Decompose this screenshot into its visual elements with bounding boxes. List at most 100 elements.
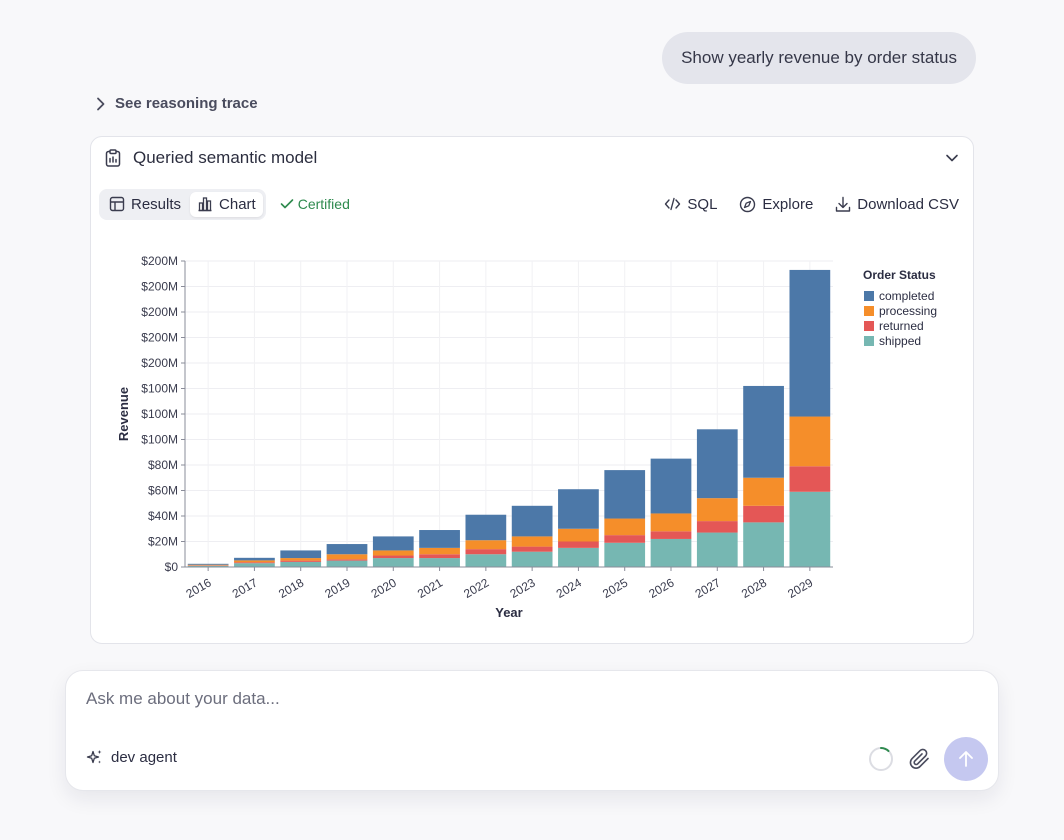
x-axis-title: Year [495, 605, 522, 620]
agent-selector[interactable]: dev agent [86, 749, 177, 766]
legend-swatch-returned [864, 321, 874, 331]
bar-completed-2025 [604, 470, 646, 519]
chat-composer: Ask me about your data... dev agent [65, 670, 999, 791]
y-tick-label: $80M [148, 458, 178, 472]
bar-returned-2022 [465, 549, 507, 555]
bar-shipped-2016 [187, 565, 229, 567]
send-button[interactable] [944, 737, 988, 781]
bar-shipped-2024 [558, 547, 599, 567]
y-tick-label: $0 [165, 560, 179, 574]
x-tick-label: 2022 [461, 575, 491, 601]
table-icon [109, 196, 125, 212]
bar-completed-2026 [650, 458, 692, 514]
x-tick-label: 2021 [415, 575, 445, 601]
bar-completed-2016 [187, 563, 229, 565]
bar-processing-2024 [558, 528, 599, 542]
chevron-right-icon [97, 97, 105, 110]
bar-processing-2027 [696, 498, 738, 522]
paperclip-icon[interactable] [908, 747, 932, 771]
user-message-bubble: Show yearly revenue by order status [662, 32, 976, 84]
code-icon [665, 197, 681, 211]
x-tick-label: 2020 [369, 575, 399, 601]
reasoning-trace-toggle[interactable]: See reasoning trace [96, 95, 258, 112]
bar-completed-2019 [326, 544, 368, 555]
tab-results-label: Results [131, 195, 182, 213]
compass-icon [740, 196, 756, 212]
y-tick-label: $200M [141, 331, 178, 345]
x-tick-label: 2016 [184, 575, 214, 601]
bar-processing-2026 [650, 513, 692, 532]
bar-returned-2028 [743, 505, 784, 523]
card-actions: SQL Explore Download CSV [664, 196, 959, 213]
chevron-down-icon[interactable] [945, 153, 959, 163]
y-tick-label: $200M [141, 305, 178, 319]
bar-chart-icon [198, 197, 212, 212]
bar-processing-2029 [789, 416, 831, 467]
x-tick-label: 2017 [230, 575, 260, 601]
sql-label: SQL [687, 195, 718, 213]
certified-label: Certified [297, 196, 350, 212]
x-tick-label: 2027 [693, 575, 723, 601]
bar-processing-2021 [419, 547, 460, 555]
bar-returned-2027 [696, 521, 738, 533]
bar-completed-2021 [419, 530, 460, 548]
card-toolbar: Results Chart Certified SQL Explore Down… [99, 187, 959, 221]
bar-processing-2025 [604, 518, 646, 536]
x-tick-label: 2025 [600, 575, 630, 601]
bar-processing-2022 [465, 540, 507, 550]
card-title: Queried semantic model [133, 148, 318, 167]
x-tick-label: 2029 [785, 575, 815, 601]
message-input[interactable]: Ask me about your data... [86, 689, 280, 708]
bar-completed-2023 [511, 505, 553, 537]
legend-label-shipped: shipped [879, 334, 921, 348]
bar-returned-2024 [558, 541, 599, 548]
y-tick-label: $60M [148, 484, 178, 498]
arrow-up-icon [959, 751, 973, 767]
y-tick-label: $200M [141, 280, 178, 294]
bar-shipped-2021 [419, 558, 460, 567]
x-tick-label: 2028 [739, 575, 769, 601]
loading-spinner-icon [869, 747, 893, 771]
bar-returned-2021 [419, 554, 460, 559]
legend-swatch-processing [864, 306, 874, 316]
bar-shipped-2020 [372, 558, 414, 567]
bar-shipped-2025 [604, 542, 646, 567]
legend-label-processing: processing [879, 304, 937, 318]
certified-badge: Certified [280, 196, 350, 212]
bar-processing-2017 [234, 560, 275, 563]
y-tick-label: $100M [141, 382, 178, 396]
card-header[interactable]: Queried semantic model [105, 147, 959, 169]
bar-shipped-2028 [743, 522, 784, 567]
bar-completed-2020 [372, 536, 414, 551]
bar-shipped-2022 [465, 554, 507, 567]
clipboard-icon [105, 149, 121, 167]
bar-processing-2018 [280, 558, 322, 561]
y-tick-label: $200M [141, 356, 178, 370]
bar-processing-2023 [511, 536, 553, 547]
bar-shipped-2023 [511, 551, 553, 567]
revenue-stacked-bar-chart: $0 $20M $40M $60M $80M $100M $100M $100M $200M $2… [116, 254, 937, 620]
x-tick-label: 2019 [322, 575, 352, 601]
tab-results[interactable]: Results [102, 192, 188, 217]
bar-returned-2025 [604, 535, 646, 543]
bar-processing-2020 [372, 550, 414, 556]
bar-shipped-2027 [696, 532, 738, 567]
y-tick-label: $100M [141, 433, 178, 447]
legend-label-returned: returned [879, 319, 924, 333]
sql-button[interactable]: SQL [664, 196, 717, 213]
download-csv-label: Download CSV [857, 195, 959, 213]
download-csv-button[interactable]: Download CSV [835, 196, 959, 213]
agent-label: dev agent [111, 749, 177, 766]
explore-button[interactable]: Explore [739, 196, 813, 213]
bar-completed-2018 [280, 550, 322, 559]
bar-processing-2016 [187, 564, 229, 566]
bar-processing-2028 [743, 477, 784, 506]
view-toggle: Results Chart [99, 188, 266, 220]
bar-completed-2028 [743, 385, 784, 478]
check-icon [280, 199, 294, 209]
bar-processing-2019 [326, 554, 368, 560]
tab-chart[interactable]: Chart [190, 191, 263, 217]
user-message-text: Show yearly revenue by order status [681, 48, 957, 67]
reasoning-trace-label: See reasoning trace [115, 95, 258, 112]
x-tick-label: 2018 [276, 575, 306, 601]
